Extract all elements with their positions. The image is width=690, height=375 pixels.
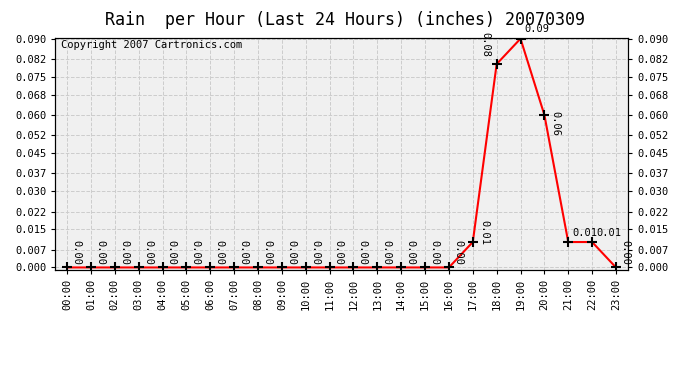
Text: 0.00: 0.00 bbox=[453, 240, 463, 265]
Text: 0.00: 0.00 bbox=[334, 240, 344, 265]
Text: 0.01: 0.01 bbox=[596, 228, 621, 238]
Text: 0.06: 0.06 bbox=[550, 111, 560, 136]
Text: 0.00: 0.00 bbox=[71, 240, 81, 265]
Text: Rain  per Hour (Last 24 Hours) (inches) 20070309: Rain per Hour (Last 24 Hours) (inches) 2… bbox=[105, 11, 585, 29]
Text: 0.00: 0.00 bbox=[286, 240, 296, 265]
Text: 0.00: 0.00 bbox=[262, 240, 272, 265]
Text: 0.00: 0.00 bbox=[405, 240, 415, 265]
Text: 0.08: 0.08 bbox=[480, 32, 490, 57]
Text: 0.00: 0.00 bbox=[190, 240, 201, 265]
Text: 0.00: 0.00 bbox=[620, 240, 630, 265]
Text: Copyright 2007 Cartronics.com: Copyright 2007 Cartronics.com bbox=[61, 40, 242, 50]
Text: 0.01: 0.01 bbox=[480, 220, 490, 245]
Text: 0.00: 0.00 bbox=[167, 240, 177, 265]
Text: 0.00: 0.00 bbox=[215, 240, 224, 265]
Text: 0.09: 0.09 bbox=[524, 24, 550, 34]
Text: 0.00: 0.00 bbox=[429, 240, 440, 265]
Text: 0.00: 0.00 bbox=[119, 240, 129, 265]
Text: 0.00: 0.00 bbox=[238, 240, 248, 265]
Text: 0.00: 0.00 bbox=[357, 240, 368, 265]
Text: 0.00: 0.00 bbox=[143, 240, 153, 265]
Text: 0.00: 0.00 bbox=[310, 240, 320, 265]
Text: 0.01: 0.01 bbox=[573, 228, 598, 238]
Text: 0.00: 0.00 bbox=[382, 240, 391, 265]
Text: 0.00: 0.00 bbox=[95, 240, 105, 265]
